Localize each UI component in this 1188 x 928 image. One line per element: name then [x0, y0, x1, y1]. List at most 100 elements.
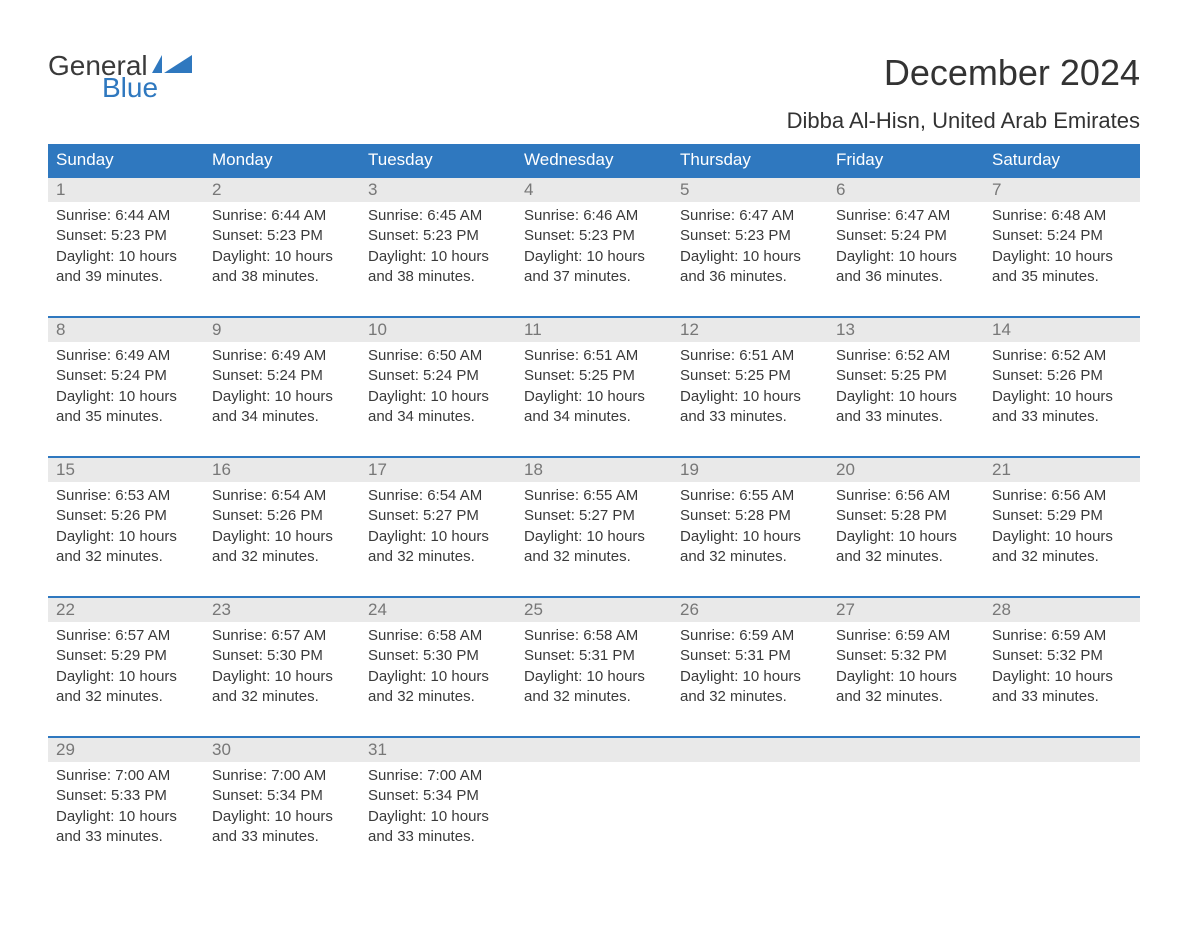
daylight-line: Daylight: 10 hours and 32 minutes. — [524, 527, 664, 568]
day-number: 10 — [360, 316, 516, 342]
daylight-line: Daylight: 10 hours and 33 minutes. — [212, 807, 352, 848]
day-details: Sunrise: 6:54 AMSunset: 5:26 PMDaylight:… — [204, 482, 360, 577]
calendar-cell: 13Sunrise: 6:52 AMSunset: 5:25 PMDayligh… — [828, 316, 984, 456]
day-details: Sunrise: 6:56 AMSunset: 5:29 PMDaylight:… — [984, 482, 1140, 577]
sunset-line: Sunset: 5:32 PM — [836, 646, 976, 666]
sunset-line: Sunset: 5:28 PM — [680, 506, 820, 526]
sunrise-line: Sunrise: 6:49 AM — [56, 346, 196, 366]
day-details: Sunrise: 6:51 AMSunset: 5:25 PMDaylight:… — [672, 342, 828, 437]
day-details: Sunrise: 6:53 AMSunset: 5:26 PMDaylight:… — [48, 482, 204, 577]
day-details: Sunrise: 7:00 AMSunset: 5:34 PMDaylight:… — [360, 762, 516, 857]
day-details: Sunrise: 6:49 AMSunset: 5:24 PMDaylight:… — [48, 342, 204, 437]
empty-day — [828, 736, 984, 762]
day-number: 24 — [360, 596, 516, 622]
sunset-line: Sunset: 5:24 PM — [836, 226, 976, 246]
calendar-cell: 31Sunrise: 7:00 AMSunset: 5:34 PMDayligh… — [360, 736, 516, 876]
calendar-cell: 30Sunrise: 7:00 AMSunset: 5:34 PMDayligh… — [204, 736, 360, 876]
calendar-cell — [828, 736, 984, 876]
day-number: 11 — [516, 316, 672, 342]
day-details: Sunrise: 7:00 AMSunset: 5:34 PMDaylight:… — [204, 762, 360, 857]
sunrise-line: Sunrise: 6:56 AM — [836, 486, 976, 506]
daylight-line: Daylight: 10 hours and 32 minutes. — [212, 667, 352, 708]
day-number: 9 — [204, 316, 360, 342]
daylight-line: Daylight: 10 hours and 37 minutes. — [524, 247, 664, 288]
daylight-line: Daylight: 10 hours and 34 minutes. — [524, 387, 664, 428]
daylight-line: Daylight: 10 hours and 32 minutes. — [836, 667, 976, 708]
calendar-week-row: 1Sunrise: 6:44 AMSunset: 5:23 PMDaylight… — [48, 176, 1140, 316]
sunset-line: Sunset: 5:33 PM — [56, 786, 196, 806]
calendar-cell: 18Sunrise: 6:55 AMSunset: 5:27 PMDayligh… — [516, 456, 672, 596]
calendar-cell: 29Sunrise: 7:00 AMSunset: 5:33 PMDayligh… — [48, 736, 204, 876]
day-number: 4 — [516, 176, 672, 202]
calendar-cell — [672, 736, 828, 876]
daylight-line: Daylight: 10 hours and 35 minutes. — [56, 387, 196, 428]
day-number: 17 — [360, 456, 516, 482]
day-details: Sunrise: 6:56 AMSunset: 5:28 PMDaylight:… — [828, 482, 984, 577]
day-details: Sunrise: 6:51 AMSunset: 5:25 PMDaylight:… — [516, 342, 672, 437]
day-details: Sunrise: 6:44 AMSunset: 5:23 PMDaylight:… — [204, 202, 360, 297]
sunset-line: Sunset: 5:30 PM — [368, 646, 508, 666]
daylight-line: Daylight: 10 hours and 33 minutes. — [992, 667, 1132, 708]
daylight-line: Daylight: 10 hours and 33 minutes. — [368, 807, 508, 848]
day-number: 8 — [48, 316, 204, 342]
weekday-header: Friday — [828, 144, 984, 176]
calendar-cell: 1Sunrise: 6:44 AMSunset: 5:23 PMDaylight… — [48, 176, 204, 316]
calendar-week-row: 29Sunrise: 7:00 AMSunset: 5:33 PMDayligh… — [48, 736, 1140, 876]
sunset-line: Sunset: 5:26 PM — [56, 506, 196, 526]
empty-day — [672, 736, 828, 762]
calendar-cell: 7Sunrise: 6:48 AMSunset: 5:24 PMDaylight… — [984, 176, 1140, 316]
empty-day — [516, 736, 672, 762]
day-number: 18 — [516, 456, 672, 482]
sunset-line: Sunset: 5:29 PM — [992, 506, 1132, 526]
day-number: 3 — [360, 176, 516, 202]
day-number: 12 — [672, 316, 828, 342]
calendar-cell: 8Sunrise: 6:49 AMSunset: 5:24 PMDaylight… — [48, 316, 204, 456]
sunrise-line: Sunrise: 6:57 AM — [56, 626, 196, 646]
sunrise-line: Sunrise: 6:57 AM — [212, 626, 352, 646]
day-details: Sunrise: 6:46 AMSunset: 5:23 PMDaylight:… — [516, 202, 672, 297]
daylight-line: Daylight: 10 hours and 32 minutes. — [680, 667, 820, 708]
sunrise-line: Sunrise: 6:49 AM — [212, 346, 352, 366]
day-details: Sunrise: 6:52 AMSunset: 5:26 PMDaylight:… — [984, 342, 1140, 437]
empty-day — [984, 736, 1140, 762]
calendar-cell: 11Sunrise: 6:51 AMSunset: 5:25 PMDayligh… — [516, 316, 672, 456]
sunrise-line: Sunrise: 6:58 AM — [368, 626, 508, 646]
weekday-header: Monday — [204, 144, 360, 176]
day-number: 23 — [204, 596, 360, 622]
day-details: Sunrise: 6:59 AMSunset: 5:32 PMDaylight:… — [984, 622, 1140, 717]
sunrise-line: Sunrise: 6:59 AM — [992, 626, 1132, 646]
day-number: 22 — [48, 596, 204, 622]
sunrise-line: Sunrise: 6:45 AM — [368, 206, 508, 226]
sunset-line: Sunset: 5:23 PM — [680, 226, 820, 246]
daylight-line: Daylight: 10 hours and 32 minutes. — [992, 527, 1132, 568]
sunrise-line: Sunrise: 6:47 AM — [836, 206, 976, 226]
day-number: 30 — [204, 736, 360, 762]
day-details: Sunrise: 6:50 AMSunset: 5:24 PMDaylight:… — [360, 342, 516, 437]
day-details: Sunrise: 6:49 AMSunset: 5:24 PMDaylight:… — [204, 342, 360, 437]
weekday-header: Sunday — [48, 144, 204, 176]
daylight-line: Daylight: 10 hours and 32 minutes. — [524, 667, 664, 708]
daylight-line: Daylight: 10 hours and 33 minutes. — [992, 387, 1132, 428]
sunrise-line: Sunrise: 6:52 AM — [992, 346, 1132, 366]
calendar-cell: 24Sunrise: 6:58 AMSunset: 5:30 PMDayligh… — [360, 596, 516, 736]
sunset-line: Sunset: 5:25 PM — [680, 366, 820, 386]
sunrise-line: Sunrise: 6:44 AM — [56, 206, 196, 226]
sunrise-line: Sunrise: 7:00 AM — [368, 766, 508, 786]
calendar-cell: 16Sunrise: 6:54 AMSunset: 5:26 PMDayligh… — [204, 456, 360, 596]
sunrise-line: Sunrise: 7:00 AM — [56, 766, 196, 786]
calendar-cell: 17Sunrise: 6:54 AMSunset: 5:27 PMDayligh… — [360, 456, 516, 596]
sunset-line: Sunset: 5:30 PM — [212, 646, 352, 666]
daylight-line: Daylight: 10 hours and 36 minutes. — [680, 247, 820, 288]
day-details: Sunrise: 6:44 AMSunset: 5:23 PMDaylight:… — [48, 202, 204, 297]
calendar-cell: 21Sunrise: 6:56 AMSunset: 5:29 PMDayligh… — [984, 456, 1140, 596]
day-number: 26 — [672, 596, 828, 622]
calendar-cell: 19Sunrise: 6:55 AMSunset: 5:28 PMDayligh… — [672, 456, 828, 596]
sunset-line: Sunset: 5:25 PM — [524, 366, 664, 386]
sunset-line: Sunset: 5:26 PM — [992, 366, 1132, 386]
sunset-line: Sunset: 5:23 PM — [368, 226, 508, 246]
daylight-line: Daylight: 10 hours and 33 minutes. — [680, 387, 820, 428]
daylight-line: Daylight: 10 hours and 33 minutes. — [56, 807, 196, 848]
sunrise-line: Sunrise: 6:47 AM — [680, 206, 820, 226]
daylight-line: Daylight: 10 hours and 39 minutes. — [56, 247, 196, 288]
day-details: Sunrise: 6:47 AMSunset: 5:24 PMDaylight:… — [828, 202, 984, 297]
